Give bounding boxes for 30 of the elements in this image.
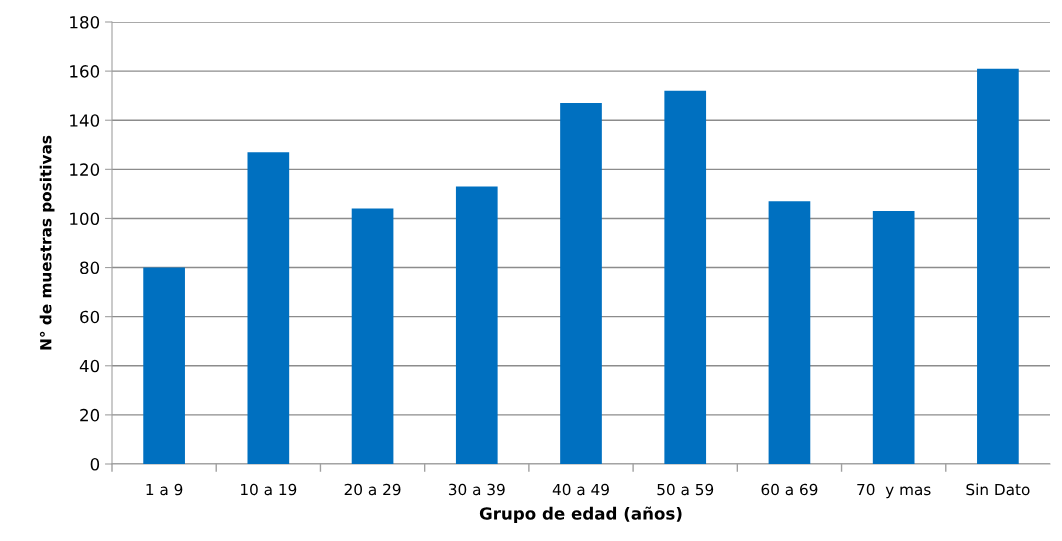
x-tick-label: 10 a 19: [241, 483, 297, 496]
y-tick-label: 160: [70, 65, 100, 78]
y-tick-label: 80: [80, 261, 100, 275]
bar: [247, 152, 290, 464]
y-axis-title: N° de muestras positivas: [39, 135, 55, 350]
y-tick-label: 180: [70, 15, 100, 29]
bar: [455, 186, 498, 464]
x-tick-label: 60 a 69: [761, 483, 818, 496]
x-tick-label: 1 a 9: [146, 483, 183, 496]
bar: [768, 201, 811, 464]
y-tick-label: 120: [70, 163, 100, 176]
x-tick-label: Sin Dato: [966, 483, 1030, 496]
x-tick-label: 50 a 59: [657, 483, 714, 496]
y-tick-label: 20: [80, 408, 100, 422]
bar: [351, 208, 394, 464]
bar: [664, 90, 707, 464]
bar: [977, 68, 1019, 464]
y-tick-label: 0: [90, 457, 100, 471]
bar: [560, 103, 602, 464]
bar: [143, 267, 185, 464]
y-tick-label: 60: [80, 310, 100, 324]
bar: [872, 211, 915, 464]
y-tick-label: 40: [79, 359, 100, 373]
x-tick-label: 30 a 39: [448, 483, 505, 496]
x-tick-label: 70 y mas: [857, 483, 931, 499]
x-tick-label: 20 a 29: [344, 483, 401, 496]
x-axis-title: Grupo de edad (años): [479, 506, 682, 523]
y-tick-label: 100: [70, 212, 100, 226]
x-tick-label: 40 a 49: [552, 483, 609, 496]
y-tick-label: 140: [70, 114, 100, 127]
